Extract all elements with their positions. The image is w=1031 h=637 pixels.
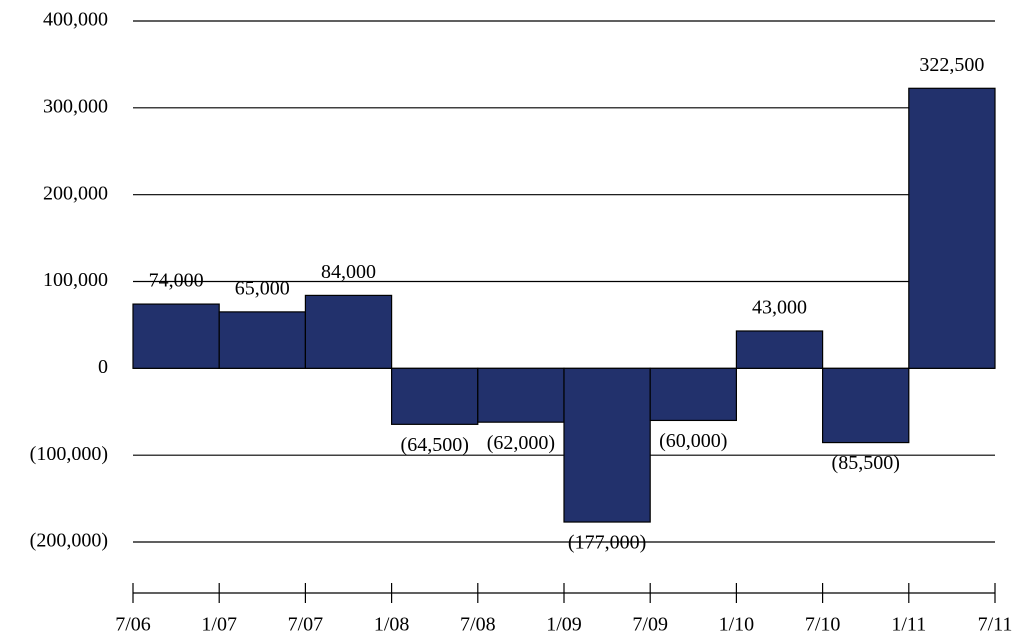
value-label: (62,000): [487, 432, 555, 454]
y-tick-label: 400,000: [43, 9, 108, 31]
value-label: 84,000: [321, 261, 376, 283]
x-tick-label: 7/10: [805, 614, 841, 636]
value-label: 322,500: [919, 54, 984, 76]
y-tick-label: 0: [98, 356, 108, 378]
value-label: 74,000: [149, 270, 204, 292]
x-tick-label: 7/06: [115, 614, 151, 636]
value-label: (85,500): [832, 452, 900, 474]
x-tick-label: 7/08: [460, 614, 496, 636]
x-tick-label: 1/09: [546, 614, 582, 636]
bar: [132, 303, 220, 369]
x-tick-label: 1/11: [891, 614, 926, 636]
x-tick-label: 1/10: [719, 614, 755, 636]
x-tick-label: 7/09: [632, 614, 668, 636]
bar: [821, 367, 910, 444]
value-label: 65,000: [235, 277, 290, 299]
y-tick-label: 300,000: [43, 95, 108, 117]
y-tick-label: (100,000): [30, 443, 108, 465]
y-tick-label: 200,000: [43, 182, 108, 204]
value-label: (64,500): [401, 434, 469, 456]
x-tick-label: 7/11: [978, 614, 1013, 636]
bar: [391, 367, 479, 425]
bar: [304, 294, 393, 369]
value-label: (60,000): [659, 430, 727, 452]
bar: [908, 87, 996, 369]
value-label: 43,000: [752, 297, 807, 319]
x-tick-label: 1/07: [201, 614, 237, 636]
y-tick-label: (200,000): [30, 530, 108, 552]
bar: [735, 330, 824, 369]
bar: [477, 367, 565, 423]
bar: [218, 311, 306, 369]
value-label: (177,000): [568, 532, 646, 554]
bar: [649, 367, 738, 422]
bar: [563, 367, 651, 523]
x-tick-label: 7/07: [288, 614, 324, 636]
x-tick-label: 1/08: [374, 614, 410, 636]
y-tick-label: 100,000: [43, 269, 108, 291]
